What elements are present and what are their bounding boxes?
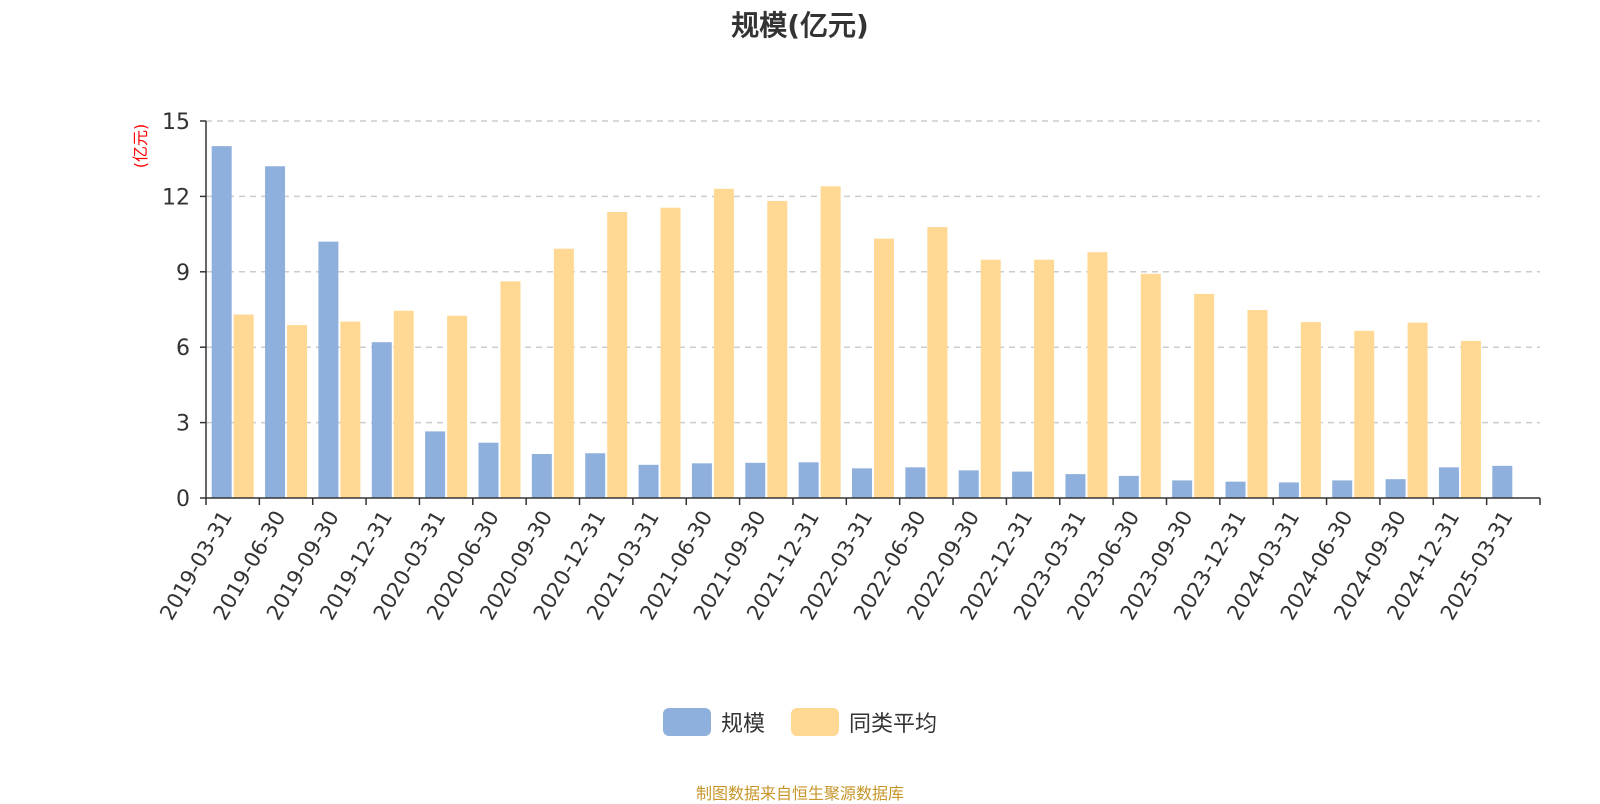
bar-scale[interactable] bbox=[211, 146, 232, 498]
chart-title: 规模(亿元) bbox=[731, 9, 869, 42]
bar-scale[interactable] bbox=[1225, 481, 1246, 498]
bar-peer-average[interactable] bbox=[1034, 259, 1055, 498]
bar-peer-average[interactable] bbox=[393, 310, 414, 498]
y-axis-label: (亿元) bbox=[131, 124, 150, 169]
legend-label-scale: 规模 bbox=[720, 712, 765, 737]
bar-scale[interactable] bbox=[425, 431, 446, 498]
bar-peer-average[interactable] bbox=[874, 238, 894, 498]
bar-peer-average[interactable] bbox=[340, 321, 361, 498]
y-tick-label: 12 bbox=[162, 185, 190, 210]
bar-peer-average[interactable] bbox=[1087, 252, 1108, 498]
legend-swatch-scale bbox=[662, 708, 711, 736]
legend: 规模 同类平均 bbox=[0, 706, 1600, 738]
bar-scale[interactable] bbox=[1332, 480, 1353, 498]
bar-peer-average[interactable] bbox=[1407, 322, 1428, 498]
bars bbox=[211, 146, 1513, 499]
bar-peer-average[interactable] bbox=[1460, 340, 1481, 498]
bar-scale[interactable] bbox=[798, 462, 819, 498]
bar-peer-average[interactable] bbox=[660, 207, 681, 498]
legend-item-scale[interactable]: 规模 bbox=[662, 706, 765, 738]
bar-scale[interactable] bbox=[1492, 465, 1513, 498]
bar-scale[interactable] bbox=[638, 464, 659, 498]
bar-peer-average[interactable] bbox=[1140, 273, 1161, 498]
bar-peer-average[interactable] bbox=[927, 227, 948, 498]
legend-swatch-peer-average bbox=[791, 708, 839, 736]
bar-peer-average[interactable] bbox=[820, 186, 841, 498]
bar-peer-average[interactable] bbox=[767, 200, 788, 498]
bar-scale[interactable] bbox=[1385, 479, 1406, 498]
y-tick-label: 3 bbox=[176, 412, 190, 437]
bar-scale[interactable] bbox=[531, 454, 552, 498]
bar-peer-average[interactable] bbox=[1354, 330, 1375, 498]
bar-peer-average[interactable] bbox=[1247, 310, 1268, 498]
bar-scale[interactable] bbox=[585, 453, 606, 498]
axes: 036912152019-03-312019-06-302019-09-3020… bbox=[155, 110, 1541, 624]
bar-peer-average[interactable] bbox=[980, 259, 1001, 498]
legend-label-peer-average: 同类平均 bbox=[849, 712, 938, 737]
y-tick-label: 0 bbox=[176, 487, 190, 512]
legend-item-peer-average[interactable]: 同类平均 bbox=[791, 706, 937, 738]
bar-scale[interactable] bbox=[265, 166, 286, 499]
bar-scale[interactable] bbox=[318, 241, 339, 498]
bar-peer-average[interactable] bbox=[607, 211, 628, 498]
bar-peer-average[interactable] bbox=[287, 325, 308, 498]
bar-scale[interactable] bbox=[371, 342, 392, 498]
y-tick-label: 9 bbox=[176, 261, 190, 286]
bar-peer-average[interactable] bbox=[233, 314, 254, 498]
y-tick-label: 6 bbox=[176, 336, 190, 361]
bar-peer-average[interactable] bbox=[1300, 322, 1321, 498]
y-tick-label: 15 bbox=[162, 110, 190, 135]
bar-scale[interactable] bbox=[1278, 482, 1299, 498]
bar-scale[interactable] bbox=[1065, 474, 1086, 498]
bar-peer-average[interactable] bbox=[447, 315, 468, 498]
bar-scale[interactable] bbox=[852, 468, 872, 498]
bar-peer-average[interactable] bbox=[1194, 293, 1215, 498]
bar-peer-average[interactable] bbox=[553, 248, 574, 498]
bar-scale[interactable] bbox=[1012, 471, 1033, 498]
bar-peer-average[interactable] bbox=[713, 188, 734, 499]
bar-scale[interactable] bbox=[1438, 467, 1459, 498]
bar-peer-average[interactable] bbox=[500, 281, 521, 498]
bar-scale[interactable] bbox=[478, 442, 499, 498]
bar-scale[interactable] bbox=[691, 463, 712, 498]
bar-scale[interactable] bbox=[1118, 475, 1139, 498]
source-note: 制图数据来自恒生聚源数据库 bbox=[695, 784, 904, 803]
bar-scale[interactable] bbox=[1172, 480, 1193, 498]
bar-scale[interactable] bbox=[958, 470, 979, 498]
bar-scale[interactable] bbox=[905, 467, 926, 498]
bar-scale[interactable] bbox=[745, 462, 766, 498]
